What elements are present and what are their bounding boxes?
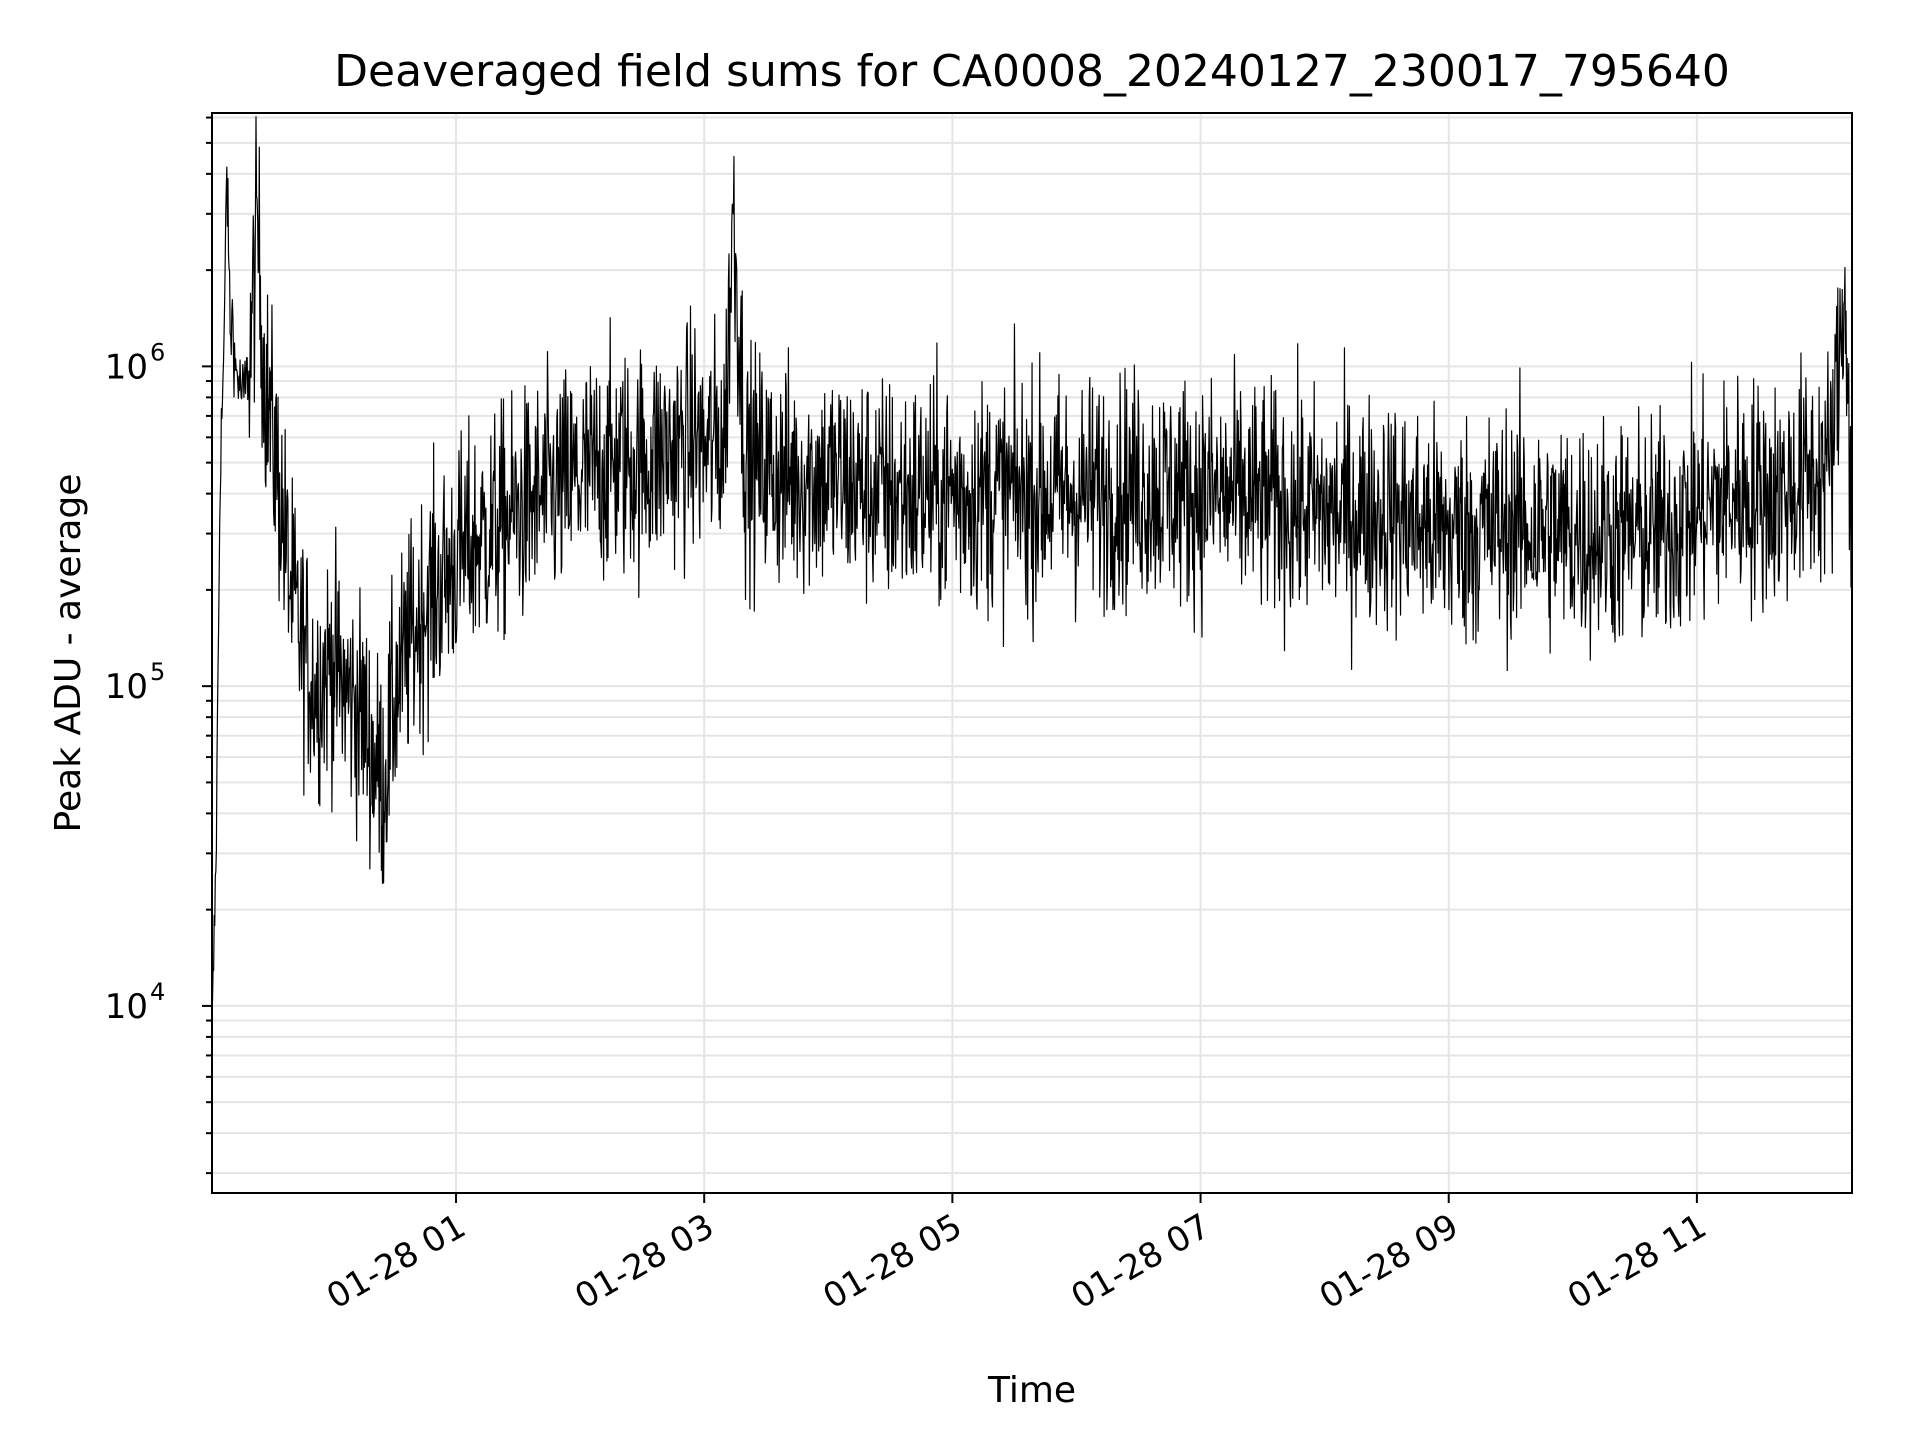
x-axis-label: Time bbox=[987, 1370, 1076, 1411]
y-tick-label-exponent: 6 bbox=[150, 338, 165, 366]
y-axis-label: Peak ADU - average bbox=[48, 474, 89, 833]
y-tick-label-exponent: 4 bbox=[150, 978, 165, 1006]
y-tick-label-exponent: 5 bbox=[150, 658, 165, 686]
y-tick-label: 10 bbox=[105, 667, 148, 707]
tick-marks bbox=[202, 116, 1698, 1203]
y-tick-label: 10 bbox=[105, 347, 148, 387]
chart-title: Deaveraged field sums for CA0008_2024012… bbox=[334, 46, 1730, 97]
plot-frame bbox=[211, 112, 1853, 1194]
y-tick-label: 10 bbox=[105, 987, 148, 1027]
